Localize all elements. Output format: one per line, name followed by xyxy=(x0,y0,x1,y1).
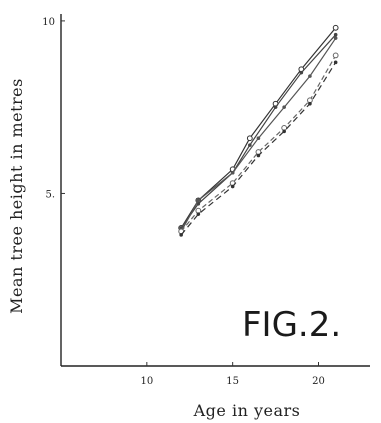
series-line-2 xyxy=(180,34,337,229)
series-line-4 xyxy=(180,55,337,232)
data-point xyxy=(248,143,252,147)
x-axis-label: Age in years xyxy=(193,401,301,420)
data-point xyxy=(333,60,338,65)
data-point xyxy=(332,24,339,31)
y-axis-label: Mean tree height in metres xyxy=(7,78,26,314)
data-point xyxy=(333,36,338,40)
x-tick-label: 15 xyxy=(226,376,239,387)
data-point xyxy=(333,32,338,37)
data-point xyxy=(332,52,339,59)
figure-label: FIG.2. xyxy=(242,305,341,345)
data-point xyxy=(196,198,201,203)
series-layer xyxy=(178,24,339,237)
axis-ticks: 10 15 20 5. 10 xyxy=(42,17,325,387)
series-line-5 xyxy=(180,61,337,236)
data-point xyxy=(256,136,261,141)
data-point xyxy=(308,101,312,106)
data-point xyxy=(308,74,312,78)
x-tick-label: 10 xyxy=(140,376,153,387)
data-point xyxy=(230,184,235,189)
data-point xyxy=(179,233,183,237)
data-point xyxy=(246,135,253,142)
data-point xyxy=(230,170,235,175)
data-point xyxy=(299,70,304,75)
series-line-3 xyxy=(180,37,337,232)
y-tick-label: 10 xyxy=(42,17,55,28)
data-point xyxy=(196,212,201,216)
data-point xyxy=(273,105,278,109)
y-tick-label: 5. xyxy=(45,189,55,200)
data-point xyxy=(256,153,261,158)
x-tick-label: 20 xyxy=(312,376,325,387)
data-point xyxy=(282,105,286,109)
data-point xyxy=(282,129,286,134)
